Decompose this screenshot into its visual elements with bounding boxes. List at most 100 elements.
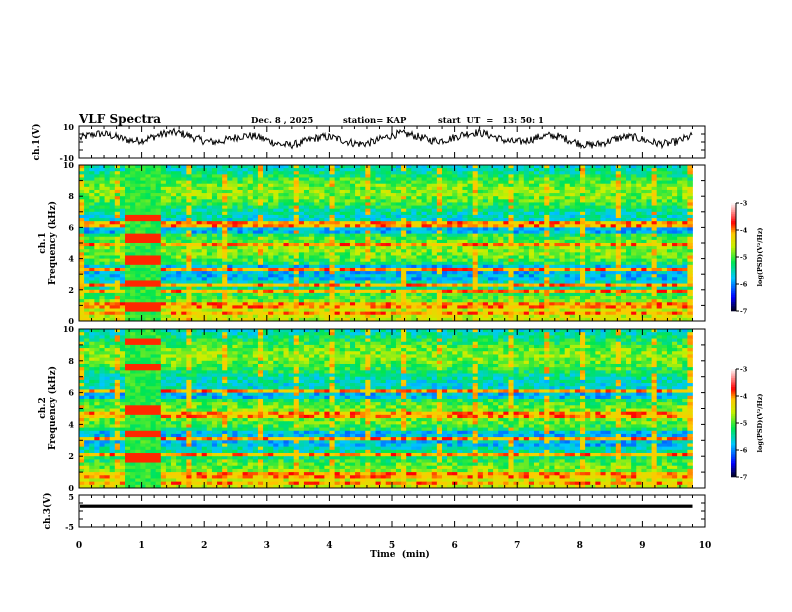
- spectrogram-cell: [467, 168, 474, 172]
- spectrogram-cell: [298, 267, 305, 272]
- spectrogram-cell: [89, 233, 95, 238]
- spectrogram-cell: [656, 249, 663, 253]
- spectrogram-cell: [672, 177, 678, 181]
- spectrogram-cell: [109, 205, 116, 210]
- spectrogram-cell: [401, 196, 407, 200]
- spectrogram-cell: [503, 236, 509, 241]
- spectrogram-cell: [544, 286, 550, 291]
- spectrogram-cell: [493, 171, 499, 175]
- spectrogram-cell: [186, 233, 192, 238]
- spectrogram-cell: [477, 280, 484, 284]
- spectrogram-cell: [247, 224, 254, 228]
- spectrogram-cell: [370, 261, 376, 266]
- spectrogram-cell: [610, 246, 617, 250]
- spectrogram-cell: [232, 236, 238, 241]
- spectrogram-cell: [513, 168, 520, 172]
- spectrogram-cell: [559, 211, 566, 216]
- spectrogram-cell: [569, 180, 576, 185]
- spectrogram-cell: [360, 183, 366, 188]
- spectrogram-cell: [595, 233, 601, 238]
- spectrogram-cell: [191, 286, 197, 291]
- spectrogram-cell: [687, 236, 693, 241]
- spectrogram-cell: [268, 249, 274, 253]
- spectrogram-cell: [171, 258, 177, 263]
- spectrogram-cell: [503, 205, 509, 210]
- spectrogram-cell: [171, 221, 177, 225]
- spectrogram-cell: [590, 246, 596, 250]
- spectrogram-cell: [84, 286, 90, 291]
- spectrogram-cell: [595, 189, 601, 194]
- spectrogram-cell: [232, 239, 238, 244]
- spectrogram-cell: [160, 246, 167, 250]
- spectrogram-cell: [528, 224, 535, 228]
- spectrogram-cell: [293, 221, 300, 225]
- spectrogram-cell: [125, 208, 131, 213]
- spectrogram-cell: [390, 249, 397, 253]
- spectrogram-cell: [365, 202, 371, 206]
- spectrogram-cell: [661, 202, 668, 206]
- spectrogram-cell: [211, 258, 218, 263]
- spectrogram-cell: [493, 274, 499, 278]
- spectrogram-cell: [549, 218, 555, 222]
- spectrogram-cell: [482, 267, 489, 272]
- spectrogram-cell: [580, 186, 586, 191]
- spectrogram-cell: [441, 239, 448, 244]
- spectrogram-cell: [395, 261, 402, 266]
- spectrogram-cell: [487, 168, 494, 172]
- spectrogram-cell: [339, 258, 346, 263]
- spectrogram-cell: [457, 224, 463, 228]
- spectrogram-cell: [426, 202, 433, 206]
- spectrogram-cell: [682, 186, 688, 191]
- spectrogram-cell: [263, 283, 269, 288]
- spectrogram-cell: [569, 193, 576, 197]
- spectrogram-cell: [554, 280, 560, 284]
- spectrogram-cell: [324, 165, 330, 169]
- spectrogram-cell: [119, 227, 126, 231]
- spectrogram-cell: [380, 233, 387, 238]
- spectrogram-cell: [247, 258, 254, 263]
- spectrogram-cell: [344, 264, 351, 269]
- spectrogram-cell: [257, 193, 264, 197]
- spectrogram-cell: [590, 233, 596, 238]
- spectrogram-cell: [436, 271, 443, 275]
- spectrogram-cell: [605, 186, 612, 191]
- spectrogram-cell: [406, 214, 412, 219]
- spectrogram-cell: [104, 236, 111, 241]
- spectrogram-cell: [610, 177, 617, 181]
- spectrogram-cell: [125, 243, 131, 247]
- spectrogram-cell: [114, 183, 121, 188]
- spectrogram-cell: [641, 208, 647, 213]
- spectrogram-cell: [687, 249, 693, 253]
- spectrogram-cell: [263, 202, 269, 206]
- spectrogram-cell: [580, 283, 586, 288]
- spectrogram-cell: [651, 236, 658, 241]
- spectrogram-cell: [309, 227, 315, 231]
- spectrogram-cell: [477, 271, 484, 275]
- spectrogram-cell: [605, 258, 612, 263]
- spectrogram-cell: [631, 196, 637, 200]
- spectrogram-cell: [390, 286, 397, 291]
- spectrogram-cell: [104, 171, 111, 175]
- spectrogram-cell: [677, 183, 683, 188]
- spectrogram-cell: [487, 246, 494, 250]
- spectrogram-cell: [109, 243, 116, 247]
- spectrogram-cell: [631, 171, 637, 175]
- spectrogram-cell: [559, 249, 566, 253]
- spectrogram-cell: [278, 280, 284, 284]
- spectrogram-cell: [99, 171, 105, 175]
- spectrogram-cell: [544, 193, 550, 197]
- spectrogram-cell: [79, 189, 85, 194]
- spectrogram-cell: [431, 202, 438, 206]
- spectrogram-cell: [395, 236, 402, 241]
- spectrogram-cell: [119, 267, 126, 272]
- spectrogram-cell: [309, 261, 315, 266]
- spectrogram-cell: [682, 280, 688, 284]
- spectrogram-cell: [436, 249, 443, 253]
- spectrogram-cell: [360, 286, 366, 291]
- spectrogram-cell: [580, 218, 586, 222]
- spectrogram-cell: [324, 286, 330, 291]
- spectrogram-cell: [344, 177, 351, 181]
- spectrogram-cell: [605, 199, 612, 203]
- spectrogram-cell: [283, 271, 289, 275]
- spectrogram-cell: [493, 196, 499, 200]
